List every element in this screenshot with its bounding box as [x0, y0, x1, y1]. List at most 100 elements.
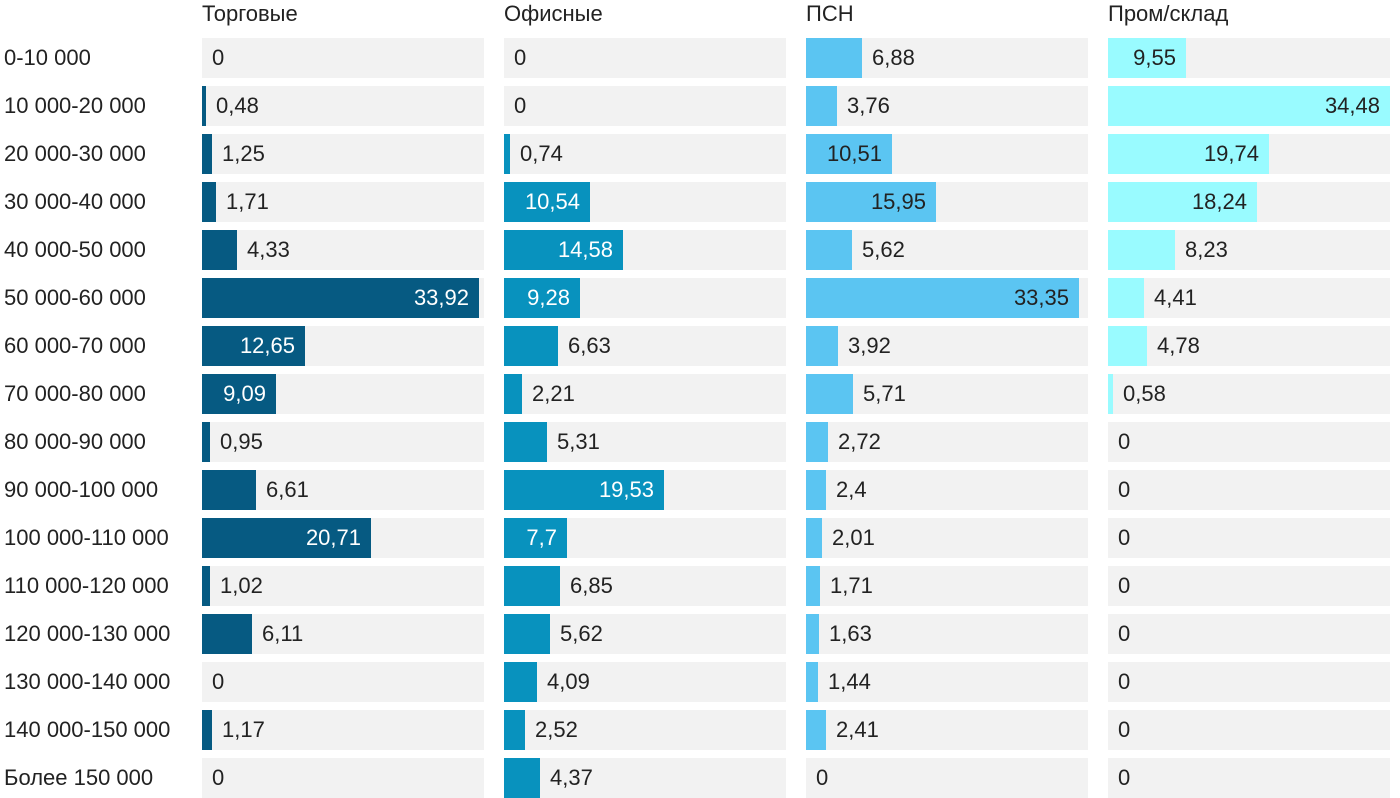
bar-track	[504, 758, 786, 798]
data-label: 6,63	[568, 333, 611, 358]
data-label: 1,71	[226, 189, 269, 214]
category-label: Более 150 000	[4, 765, 154, 790]
bar	[504, 134, 510, 174]
category-label: 60 000-70 000	[4, 333, 146, 358]
bar-track	[202, 38, 484, 78]
bar	[1108, 326, 1147, 366]
bar-track	[1108, 566, 1390, 606]
bar-track	[806, 758, 1088, 798]
bar	[504, 374, 522, 414]
bar-track	[806, 374, 1088, 414]
data-label: 0	[1118, 765, 1131, 790]
bar-track	[806, 422, 1088, 462]
bar-track	[202, 230, 484, 270]
bar	[504, 278, 580, 318]
bar-track	[1108, 470, 1390, 510]
data-label: 3,92	[848, 333, 891, 358]
bar-track	[1108, 422, 1390, 462]
data-label: 6,61	[266, 477, 309, 502]
data-label: 0	[816, 765, 829, 790]
bar-track	[806, 566, 1088, 606]
bar	[202, 326, 305, 366]
bar	[1108, 374, 1113, 414]
data-label: 0	[212, 45, 225, 70]
bar-track	[806, 710, 1088, 750]
bar	[806, 230, 852, 270]
bar	[806, 134, 892, 174]
bar	[806, 422, 828, 462]
data-label: 0,95	[220, 429, 263, 454]
data-label: 33,92	[413, 285, 469, 310]
bar-track	[1108, 374, 1390, 414]
data-label: 10,51	[826, 141, 882, 166]
category-label: 130 000-140 000	[4, 669, 171, 694]
bar	[504, 614, 550, 654]
data-label: 2,21	[532, 381, 575, 406]
bar	[504, 662, 537, 702]
bar-track	[202, 86, 484, 126]
bar-track	[202, 758, 484, 798]
data-label: 6,11	[262, 621, 304, 646]
bar-track	[1108, 758, 1390, 798]
data-label: 4,09	[547, 669, 590, 694]
bar	[202, 278, 479, 318]
bar	[504, 326, 558, 366]
data-label: 9,28	[527, 285, 570, 310]
data-label: 1,02	[220, 573, 263, 598]
bar-track	[504, 86, 786, 126]
bar	[504, 710, 525, 750]
bar-track	[806, 326, 1088, 366]
bar	[504, 470, 664, 510]
bar	[504, 518, 567, 558]
data-label: 0	[1118, 717, 1131, 742]
data-label: 0,74	[520, 141, 563, 166]
bar	[202, 422, 210, 462]
bar-track	[806, 614, 1088, 654]
bar-track	[806, 470, 1088, 510]
data-label: 1,17	[222, 717, 265, 742]
bar	[202, 710, 212, 750]
category-label: 0-10 000	[4, 45, 91, 70]
data-label: 6,88	[872, 45, 915, 70]
bar	[806, 470, 826, 510]
data-label: 19,74	[1203, 141, 1259, 166]
series-title: Пром/склад	[1108, 1, 1229, 26]
bar-track	[1108, 710, 1390, 750]
bar-track	[202, 134, 484, 174]
bar	[806, 710, 826, 750]
bar-track	[806, 662, 1088, 702]
bar	[504, 758, 540, 798]
data-label: 14,58	[557, 237, 613, 262]
bar	[1108, 86, 1390, 126]
data-label: 0,48	[216, 93, 259, 118]
category-label: 90 000-100 000	[4, 477, 159, 502]
bar	[504, 230, 623, 270]
data-label: 0	[514, 45, 527, 70]
data-label: 0	[1118, 621, 1131, 646]
bar	[806, 326, 838, 366]
bar-track	[806, 86, 1088, 126]
bar	[1108, 278, 1144, 318]
bar	[202, 374, 276, 414]
category-label: 20 000-30 000	[4, 141, 146, 166]
bar	[1108, 230, 1175, 270]
bar	[504, 566, 560, 606]
category-label: 70 000-80 000	[4, 381, 146, 406]
category-label: 50 000-60 000	[4, 285, 146, 310]
category-label: 30 000-40 000	[4, 189, 146, 214]
bar-track	[1108, 614, 1390, 654]
data-label: 5,31	[557, 429, 600, 454]
data-label: 5,62	[560, 621, 603, 646]
data-label: 2,4	[836, 477, 867, 502]
data-label: 20,71	[305, 525, 361, 550]
data-label: 7,7	[526, 525, 557, 550]
data-label: 9,09	[223, 381, 266, 406]
bar	[1108, 38, 1186, 78]
bar-track	[202, 182, 484, 222]
data-label: 1,63	[829, 621, 872, 646]
category-label: 40 000-50 000	[4, 237, 146, 262]
data-label: 15,95	[870, 189, 926, 214]
bar-track	[504, 422, 786, 462]
bar-track	[202, 662, 484, 702]
